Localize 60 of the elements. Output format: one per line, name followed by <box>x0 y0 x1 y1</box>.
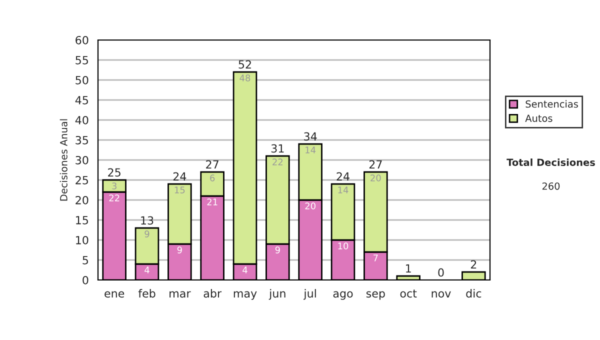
legend-label: Autos <box>525 114 552 122</box>
x-tick-label: jun <box>268 289 286 300</box>
y-tick-label: 45 <box>75 96 88 104</box>
data-label: 20 <box>305 202 316 210</box>
x-tick-label: dic <box>466 289 482 298</box>
y-tick-label: 10 <box>76 236 88 244</box>
total-label: 27 <box>369 160 382 168</box>
data-label: 22 <box>272 158 283 166</box>
data-label: 10 <box>338 242 348 250</box>
total-label: 25 <box>108 168 120 177</box>
data-label: 14 <box>306 146 316 154</box>
total-label: 0 <box>438 268 444 277</box>
y-tick-label: 0 <box>82 276 88 284</box>
y-tick-label: 55 <box>76 56 88 64</box>
data-label: 3 <box>112 182 116 190</box>
data-label: 21 <box>207 198 218 206</box>
y-tick-label: 20 <box>76 196 88 204</box>
y-axis-title: Decisiones Anual <box>60 119 68 201</box>
data-label: 20 <box>370 174 381 182</box>
text: Total Decisiones <box>506 158 595 166</box>
data-label: 9 <box>177 246 182 254</box>
x-tick-label: ago <box>333 291 353 300</box>
total-label: 52 <box>238 60 251 69</box>
y-tick-label: 35 <box>76 136 88 144</box>
data-label: 15 <box>174 186 185 194</box>
total-label: 24 <box>173 172 186 180</box>
x-tick-label: nov <box>432 291 451 298</box>
x-tick-label: feb <box>138 289 156 298</box>
y-tick-label: 60 <box>76 36 88 44</box>
x-tick-label: ene <box>104 291 124 298</box>
data-label: 7 <box>374 254 378 262</box>
total-label: 34 <box>304 132 317 141</box>
x-tick-label: abr <box>204 289 222 298</box>
total-label: 2 <box>470 260 476 268</box>
y-tick-label: 25 <box>76 176 88 184</box>
y-tick-label: 15 <box>76 216 88 224</box>
data-label: 22 <box>109 194 120 202</box>
x-tick-label: sep <box>366 291 385 300</box>
y-tick-label: 5 <box>82 256 88 264</box>
y-tick-label: 50 <box>76 76 88 84</box>
x-tick-label: mar <box>170 291 191 298</box>
text: 260 <box>542 182 560 190</box>
x-tick-label: oct <box>400 290 417 298</box>
y-tick-label: 30 <box>76 156 88 164</box>
x-tick-label: may <box>234 291 257 300</box>
total-label: 31 <box>271 144 284 153</box>
total-label: 24 <box>336 172 350 180</box>
legend-label: Sentencias <box>526 100 578 108</box>
data-label: 4 <box>144 266 150 274</box>
data-label: 9 <box>275 246 280 254</box>
data-label: 4 <box>242 266 248 274</box>
data-label: 6 <box>210 174 215 182</box>
x-tick-label: jul <box>304 289 316 300</box>
total-label: 1 <box>406 264 411 272</box>
total-label: 27 <box>206 160 218 168</box>
data-label: 48 <box>240 74 250 82</box>
y-tick-label: 40 <box>75 116 88 124</box>
data-label: 14 <box>338 186 348 194</box>
data-label: 9 <box>144 230 150 238</box>
total-label: 13 <box>141 216 154 225</box>
